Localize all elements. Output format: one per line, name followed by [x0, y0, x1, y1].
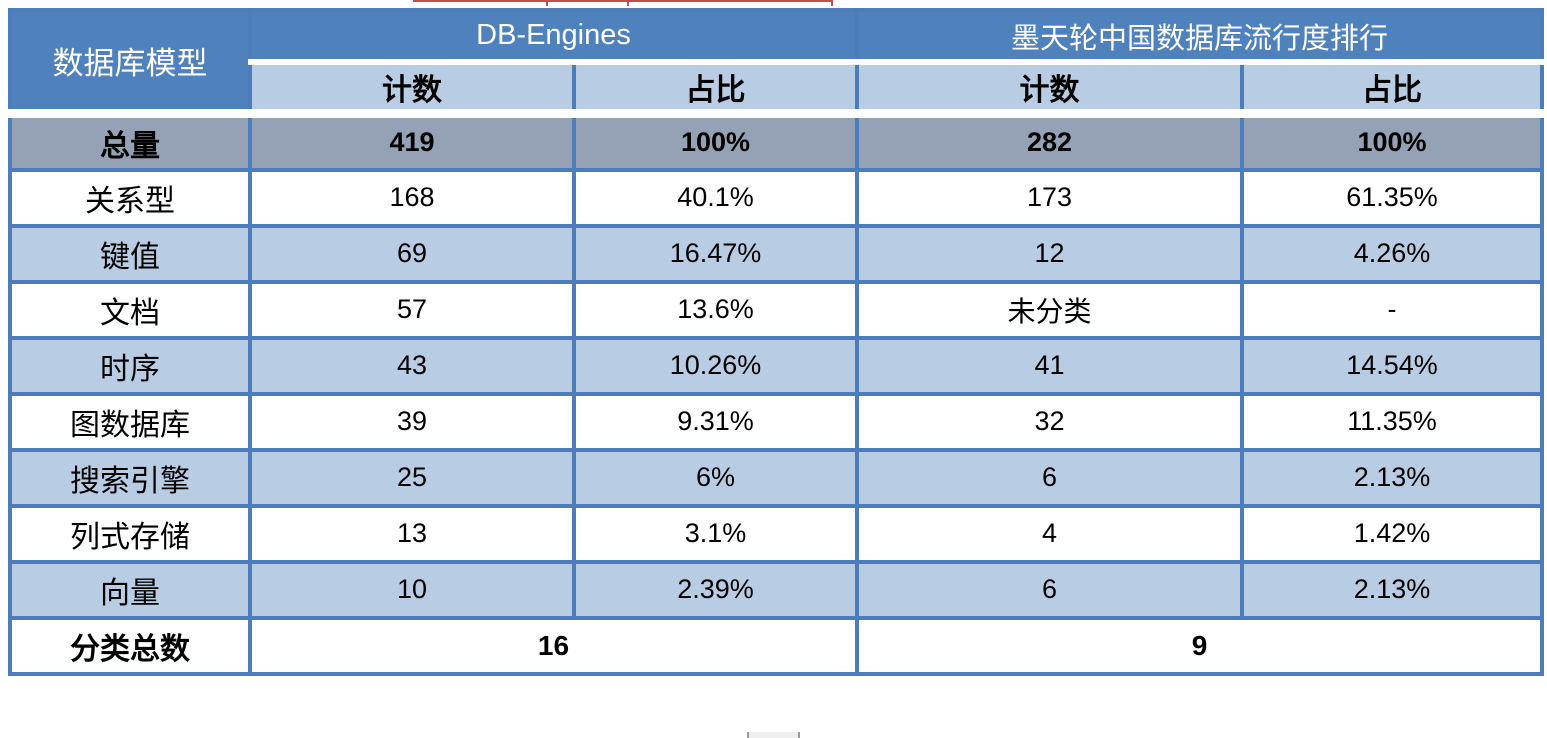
- cell-value: 10: [248, 559, 576, 620]
- cell-value: 14.54%: [1239, 335, 1545, 396]
- table-row-key-value: 键值 69 16.47% 12 4.26%: [8, 223, 1545, 284]
- group-header-db-engines: DB-Engines: [248, 8, 859, 65]
- cell-value: 43: [248, 335, 576, 396]
- cell-value: 4.26%: [1239, 223, 1545, 284]
- cell-value: 4: [855, 503, 1244, 564]
- cell-value: 100%: [1239, 111, 1545, 172]
- cell-value: 2.13%: [1239, 447, 1545, 508]
- cell-value: 57: [248, 279, 576, 340]
- cell-value: 10.26%: [572, 335, 859, 396]
- cell-value: 11.35%: [1239, 391, 1545, 452]
- table-row-columnar: 列式存储 13 3.1% 4 1.42%: [8, 503, 1545, 564]
- cell-value: 9.31%: [572, 391, 859, 452]
- cell-value: 2.39%: [572, 559, 859, 620]
- cell-value: 32: [855, 391, 1244, 452]
- cell-value: 6: [855, 447, 1244, 508]
- table-row-vector: 向量 10 2.39% 6 2.13%: [8, 559, 1545, 620]
- cell-value: 40.1%: [572, 167, 859, 228]
- cell-value: 6%: [572, 447, 859, 508]
- red-tick-mark: [546, 0, 548, 6]
- cell-value: -: [1239, 279, 1545, 340]
- table-row-document: 文档 57 13.6% 未分类 -: [8, 279, 1545, 340]
- row-label: 分类总数: [8, 615, 252, 676]
- cell-value: 13.6%: [572, 279, 859, 340]
- cell-value: 69: [248, 223, 576, 284]
- red-underline-mark: [413, 0, 833, 2]
- cell-value: 61.35%: [1239, 167, 1545, 228]
- cell-value: 16.47%: [572, 223, 859, 284]
- table-row-graph: 图数据库 39 9.31% 32 11.35%: [8, 391, 1545, 452]
- cell-value: 168: [248, 167, 576, 228]
- cell-value: 12: [855, 223, 1244, 284]
- row-label: 关系型: [8, 167, 252, 228]
- cell-value: 419: [248, 111, 576, 172]
- cell-value: 25: [248, 447, 576, 508]
- row-label: 键值: [8, 223, 252, 284]
- subheader-count-mtl: 计数: [855, 59, 1244, 118]
- cell-value: 173: [855, 167, 1244, 228]
- subheader-share-db: 占比: [572, 59, 859, 118]
- row-label: 列式存储: [8, 503, 252, 564]
- table-row-category-total: 分类总数 16 9: [8, 615, 1545, 676]
- cell-value-mtl-category-total: 9: [854, 615, 1545, 676]
- row-label: 时序: [8, 335, 252, 396]
- subheader-share-mtl: 占比: [1239, 59, 1545, 118]
- cell-value: 1.42%: [1239, 503, 1545, 564]
- row-label: 搜索引擎: [8, 447, 252, 508]
- table-row-time-series: 时序 43 10.26% 41 14.54%: [8, 335, 1545, 396]
- row-label: 向量: [8, 559, 252, 620]
- row-label: 文档: [8, 279, 252, 340]
- row-label: 总量: [8, 111, 252, 172]
- cell-value-db-category-total: 16: [248, 615, 859, 676]
- corner-header-cell: 数据库模型: [8, 8, 252, 118]
- cell-value: 未分类: [855, 279, 1244, 340]
- cell-value: 41: [855, 335, 1244, 396]
- cell-value: 2.13%: [1239, 559, 1545, 620]
- table-row-total: 总量 419 100% 282 100%: [8, 111, 1545, 172]
- database-model-comparison-table: 数据库模型 DB-Engines 墨天轮中国数据库流行度排行 计数 占比 计数 …: [8, 8, 1545, 676]
- red-tick-mark: [831, 0, 833, 6]
- cell-value: 13: [248, 503, 576, 564]
- group-header-row: 数据库模型 DB-Engines 墨天轮中国数据库流行度排行: [8, 8, 1545, 118]
- cell-value: 100%: [572, 111, 859, 172]
- horizontal-scrollbar-thumb[interactable]: [747, 732, 800, 738]
- red-tick-mark: [627, 0, 629, 6]
- table-row-search-engine: 搜索引擎 25 6% 6 2.13%: [8, 447, 1545, 508]
- table-row-relational: 关系型 168 40.1% 173 61.35%: [8, 167, 1545, 228]
- cell-value: 282: [855, 111, 1244, 172]
- group-header-motianlun: 墨天轮中国数据库流行度排行: [854, 8, 1545, 65]
- cell-value: 6: [855, 559, 1244, 620]
- cell-value: 39: [248, 391, 576, 452]
- subheader-count-db: 计数: [248, 59, 576, 118]
- cell-value: 3.1%: [572, 503, 859, 564]
- row-label: 图数据库: [8, 391, 252, 452]
- sub-header-row: 计数 占比 计数 占比: [10, 59, 1545, 118]
